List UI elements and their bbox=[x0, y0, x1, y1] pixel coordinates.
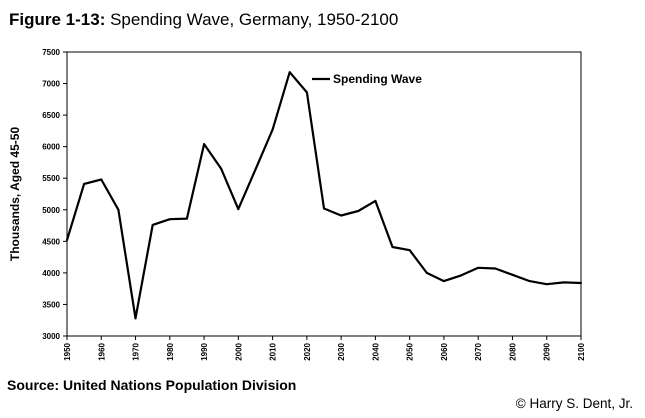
figure-title: Figure 1-13: Spending Wave, Germany, 195… bbox=[9, 10, 398, 30]
data-point bbox=[408, 249, 411, 252]
data-point bbox=[562, 281, 565, 284]
y-tick-label: 7500 bbox=[42, 48, 60, 57]
x-tick-label: 2090 bbox=[543, 342, 552, 360]
y-axis-ticks: 7500 7000 6500 6000 5500 5000 4500 4000 3500 3000 bbox=[42, 48, 67, 341]
x-tick-label: 2060 bbox=[440, 342, 449, 360]
data-point bbox=[374, 199, 377, 202]
x-tick-label: 2000 bbox=[234, 342, 243, 360]
y-axis-label: Thousands, Aged 45-50 bbox=[8, 127, 22, 262]
x-axis-ticks: 1950 1960 1970 1980 1990 2000 2010 2020 2030 2040… bbox=[63, 336, 586, 361]
x-tick-label: 2030 bbox=[337, 342, 346, 360]
data-point bbox=[511, 273, 514, 276]
copyright-note: © Harry S. Dent, Jr. bbox=[515, 396, 633, 411]
data-point bbox=[580, 281, 582, 284]
series-line-spending-wave bbox=[65, 71, 582, 320]
data-point bbox=[254, 168, 257, 171]
x-tick-label: 1980 bbox=[166, 342, 175, 360]
x-tick-label: 2050 bbox=[406, 342, 415, 360]
data-point bbox=[271, 128, 274, 131]
data-point bbox=[494, 267, 497, 270]
data-point bbox=[442, 280, 445, 283]
legend-label: Spending Wave bbox=[333, 72, 422, 86]
data-point bbox=[100, 178, 103, 181]
y-tick-label: 3500 bbox=[42, 300, 60, 309]
data-point bbox=[288, 71, 291, 74]
data-point bbox=[305, 91, 308, 94]
x-tick-label: 2040 bbox=[371, 342, 380, 360]
x-tick-label: 2080 bbox=[508, 342, 517, 360]
data-point bbox=[66, 239, 68, 242]
y-tick-label: 4500 bbox=[42, 237, 60, 246]
y-tick-label: 7000 bbox=[42, 80, 60, 89]
data-point bbox=[323, 207, 325, 210]
data-point bbox=[477, 266, 480, 269]
x-tick-label: 1990 bbox=[200, 342, 209, 360]
data-point bbox=[528, 280, 531, 283]
data-point bbox=[391, 246, 394, 249]
x-tick-label: 2010 bbox=[269, 342, 278, 360]
x-tick-label: 1950 bbox=[63, 342, 72, 360]
x-tick-label: 2100 bbox=[577, 342, 586, 360]
data-point bbox=[185, 217, 188, 220]
data-point bbox=[117, 208, 120, 211]
figure-title-text: Spending Wave, Germany, 1950-2100 bbox=[110, 10, 399, 29]
y-tick-label: 6000 bbox=[42, 143, 60, 152]
data-point bbox=[151, 223, 154, 226]
data-point bbox=[237, 208, 240, 211]
y-tick-label: 6500 bbox=[42, 111, 60, 120]
data-point bbox=[83, 182, 86, 185]
x-tick-label: 1960 bbox=[97, 342, 106, 360]
data-point bbox=[168, 218, 171, 221]
plot-area-border bbox=[66, 51, 582, 337]
y-tick-label: 5000 bbox=[42, 206, 60, 215]
x-tick-label: 2070 bbox=[474, 342, 483, 360]
y-tick-label: 5500 bbox=[42, 174, 60, 183]
data-point bbox=[460, 274, 463, 277]
data-point bbox=[134, 317, 137, 320]
y-tick-label: 4000 bbox=[42, 269, 60, 278]
data-point bbox=[357, 210, 360, 213]
x-tick-label: 2020 bbox=[303, 342, 312, 360]
data-points bbox=[66, 71, 582, 320]
y-tick-label: 3000 bbox=[42, 332, 60, 341]
data-point bbox=[340, 214, 343, 217]
data-point bbox=[545, 283, 548, 286]
data-point bbox=[220, 167, 223, 170]
source-note: Source: United Nations Population Divisi… bbox=[7, 377, 297, 393]
figure-number: Figure 1-13: bbox=[9, 10, 106, 29]
data-point bbox=[425, 271, 428, 274]
data-point bbox=[203, 143, 206, 146]
x-tick-label: 1970 bbox=[132, 342, 141, 360]
